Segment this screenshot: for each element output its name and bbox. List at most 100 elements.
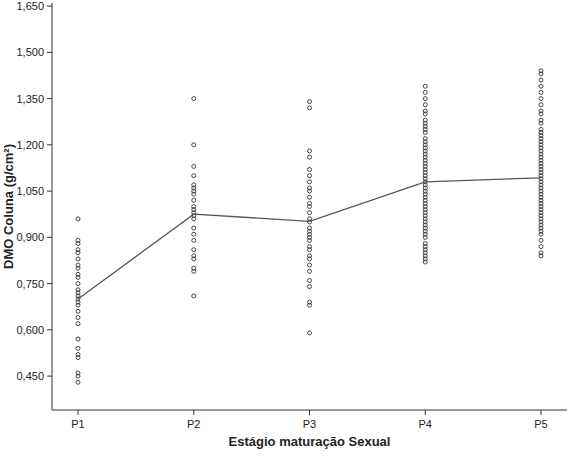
point (308, 263, 312, 267)
point (192, 226, 196, 230)
plot-area (76, 69, 543, 384)
point (192, 143, 196, 147)
point (76, 257, 80, 261)
point (76, 266, 80, 270)
point (192, 232, 196, 236)
point (308, 180, 312, 184)
point (76, 337, 80, 341)
point (539, 121, 543, 125)
y-tick-label: 1,200 (16, 139, 44, 151)
point (308, 331, 312, 335)
point (308, 211, 312, 215)
y-tick-label: 0,450 (16, 370, 44, 382)
y-tick-label: 1,350 (16, 93, 44, 105)
x-tick-label: P3 (303, 418, 316, 430)
point (192, 248, 196, 252)
point (192, 257, 196, 261)
x-tick-label: P1 (71, 418, 84, 430)
point (76, 275, 80, 279)
point (308, 269, 312, 273)
y-tick-label: 1,050 (16, 185, 44, 197)
x-tick-label: P5 (534, 418, 547, 430)
y-tick-label: 0,600 (16, 324, 44, 336)
point (308, 195, 312, 199)
point (308, 205, 312, 209)
point (192, 164, 196, 168)
y-tick-label: 1,500 (16, 46, 44, 58)
y-tick-label: 0,750 (16, 278, 44, 290)
y-tick (47, 376, 52, 377)
y-tick (47, 283, 52, 284)
point (76, 217, 80, 221)
point (308, 303, 312, 307)
x-tick (78, 410, 79, 415)
point (76, 309, 80, 313)
point (423, 90, 427, 94)
point (539, 84, 543, 88)
y-tick (47, 52, 52, 53)
point (76, 242, 80, 246)
point (539, 245, 543, 249)
point (308, 155, 312, 159)
y-tick (47, 191, 52, 192)
point (308, 106, 312, 110)
point (423, 131, 427, 135)
point (423, 235, 427, 239)
point (192, 97, 196, 101)
mean-line (78, 178, 541, 299)
x-tick (309, 410, 310, 415)
point (192, 217, 196, 221)
point (308, 238, 312, 242)
point (76, 374, 80, 378)
y-tick (47, 329, 52, 330)
point (308, 100, 312, 104)
point (539, 90, 543, 94)
point (308, 149, 312, 153)
x-tick (193, 410, 194, 415)
point (76, 316, 80, 320)
y-axis (52, 3, 53, 410)
point (539, 232, 543, 236)
y-tick (47, 6, 52, 7)
point (308, 257, 312, 261)
y-tick (47, 237, 52, 238)
point (539, 238, 543, 242)
point (539, 97, 543, 101)
point (539, 112, 543, 116)
point (308, 279, 312, 283)
point (192, 174, 196, 178)
point (76, 322, 80, 326)
x-axis-label: Estágio maturação Sexual (229, 434, 391, 449)
x-tick (541, 410, 542, 415)
point (192, 192, 196, 196)
point (539, 103, 543, 107)
point (192, 238, 196, 242)
y-tick (47, 98, 52, 99)
point (423, 84, 427, 88)
point (539, 254, 543, 258)
point (308, 168, 312, 172)
point (308, 174, 312, 178)
point (423, 112, 427, 116)
point (308, 248, 312, 252)
y-tick-label: 1,650 (16, 0, 44, 12)
point (192, 198, 196, 202)
point (308, 285, 312, 289)
point (76, 346, 80, 350)
point (192, 294, 196, 298)
y-tick (47, 144, 52, 145)
y-axis-label: DMO Coluna (g/cm²) (1, 144, 16, 269)
y-tick-label: 0,900 (16, 231, 44, 243)
point (423, 97, 427, 101)
point (76, 356, 80, 360)
point (192, 269, 196, 273)
point (308, 189, 312, 193)
x-tick-label: P4 (419, 418, 432, 430)
point (423, 103, 427, 107)
point (539, 78, 543, 82)
chart: 0,450 0,600 0,750 0,900 1,050 1,200 1,350 1,500… (0, 0, 572, 459)
point (76, 303, 80, 307)
point (76, 251, 80, 255)
x-tick-label: P2 (187, 418, 200, 430)
point (539, 72, 543, 76)
